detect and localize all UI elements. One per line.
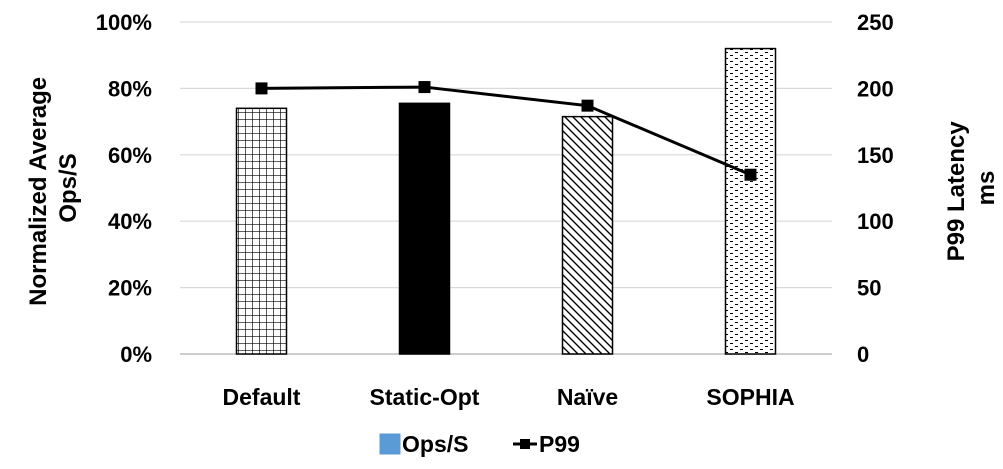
- legend-marker-p99: [520, 439, 530, 449]
- bar-sophia: [724, 47, 777, 355]
- y-left-axis-title: Normalized Average Ops/S: [25, 70, 82, 306]
- y-right-tick-label: 100: [857, 209, 894, 234]
- x-tick-label: Static-Opt: [370, 384, 480, 410]
- y-left-tick-label: 80%: [108, 76, 152, 101]
- bars: [235, 47, 777, 355]
- legend-label-p99: P99: [539, 431, 580, 457]
- bar-default: [235, 107, 288, 355]
- x-tick-label: SOPHIA: [706, 384, 794, 410]
- legend-swatch-ops: [379, 433, 401, 455]
- y-right-axis-title: P99 Latency ms: [943, 115, 1000, 262]
- tick-labels: 0% 20% 40% 60% 80% 100% 0 50 100 150 200 250 Default…: [96, 10, 894, 410]
- y-right-tick-label: 150: [857, 143, 894, 168]
- y-right-tick-label: 50: [857, 276, 881, 301]
- legend: Ops/S P99: [379, 431, 580, 457]
- y-left-tick-label: 40%: [108, 209, 152, 234]
- y-left-title-line-1: Normalized Average: [25, 77, 52, 306]
- p99-series-line: [261, 85, 752, 177]
- bar-static-opt: [398, 102, 451, 355]
- p99-point: [581, 99, 594, 112]
- y-right-tick-label: 250: [857, 10, 894, 35]
- bar-na-ve: [561, 115, 614, 355]
- p99-point: [744, 168, 757, 181]
- x-tick-label: Default: [223, 384, 301, 410]
- y-right-tick-label: 0: [857, 342, 869, 367]
- y-left-tick-label: 20%: [108, 276, 152, 301]
- y-left-tick-label: 0%: [120, 342, 152, 367]
- p99-point: [255, 82, 268, 95]
- y-left-title-line-2: Ops/S: [55, 153, 82, 222]
- x-tick-label: Naïve: [557, 384, 618, 410]
- p99-line: [255, 81, 757, 181]
- y-left-tick-label: 60%: [108, 143, 152, 168]
- legend-label-ops: Ops/S: [402, 431, 468, 457]
- y-right-title-line-1: P99 Latency: [943, 121, 970, 262]
- y-right-title-line-2: ms: [973, 171, 1000, 206]
- y-right-tick-label: 200: [857, 76, 894, 101]
- y-left-tick-label: 100%: [96, 10, 152, 35]
- p99-point: [418, 81, 431, 94]
